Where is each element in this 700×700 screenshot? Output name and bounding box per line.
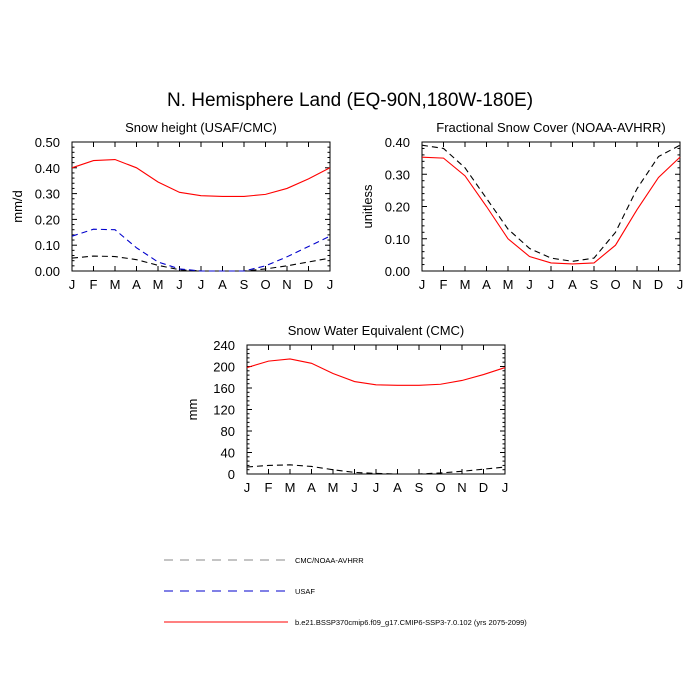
y-tick-label: 160 bbox=[213, 381, 235, 396]
plot-frame bbox=[421, 141, 681, 272]
chart-title: Snow height (USAF/CMC) bbox=[125, 120, 277, 135]
y-tick-label: 0.00 bbox=[35, 264, 60, 279]
y-tick-label: 0.50 bbox=[35, 135, 60, 150]
x-tick-label: D bbox=[479, 480, 488, 495]
x-tick-label: F bbox=[440, 277, 448, 292]
y-tick-label: 0 bbox=[228, 467, 235, 482]
series-line-obs bbox=[246, 464, 506, 475]
x-tick-label: F bbox=[265, 480, 273, 495]
y-tick-label: 0.30 bbox=[35, 187, 60, 202]
x-tick-label: N bbox=[457, 480, 466, 495]
y-tick-label: 0.40 bbox=[35, 161, 60, 176]
y-tick-label: 0.30 bbox=[385, 167, 410, 182]
x-tick-label: A bbox=[568, 277, 577, 292]
y-tick-label: 0.20 bbox=[385, 200, 410, 215]
y-tick-label: 0.10 bbox=[35, 238, 60, 253]
legend-label: b.e21.BSSP370cmip6.f09_g17.CMIP6-SSP3-7.… bbox=[295, 618, 527, 627]
snow-height-chart: Snow height (USAF/CMC) 0.00 0.10 0.20 0.30 0.… bbox=[10, 120, 334, 292]
x-tick-label: A bbox=[393, 480, 402, 495]
x-tick-label: M bbox=[503, 277, 514, 292]
plot-frame bbox=[71, 141, 331, 272]
y-tick-label: 40 bbox=[221, 446, 235, 461]
x-tick-label: F bbox=[90, 277, 98, 292]
x-tick-label: M bbox=[328, 480, 339, 495]
x-tick-label: J bbox=[548, 277, 555, 292]
x-tick-label: J bbox=[502, 480, 509, 495]
x-tick-label: J bbox=[327, 277, 334, 292]
y-tick-label: 240 bbox=[213, 338, 235, 353]
x-tick-label: J bbox=[419, 277, 426, 292]
snow-water-equivalent-chart: Snow Water Equivalent (CMC) 0 40 80 120 160 20… bbox=[185, 323, 509, 495]
x-tick-label: N bbox=[282, 277, 291, 292]
y-tick-label: 120 bbox=[213, 403, 235, 418]
x-tick-label: J bbox=[373, 480, 380, 495]
series-line-model bbox=[71, 158, 331, 197]
y-axis-label: mm bbox=[185, 399, 200, 421]
y-axis-label: mm/d bbox=[10, 190, 25, 223]
series-line-obs bbox=[421, 144, 681, 262]
legend: CMC/NOAA-AVHRR USAF b.e21.BSSP370cmip6.f09… bbox=[164, 556, 527, 627]
y-tick-label: 0.40 bbox=[385, 135, 410, 150]
x-tick-label: D bbox=[304, 277, 313, 292]
x-tick-label: M bbox=[460, 277, 471, 292]
chart-title: Fractional Snow Cover (NOAA-AVHRR) bbox=[436, 120, 665, 135]
plot-frame bbox=[246, 344, 506, 475]
x-tick-label: M bbox=[285, 480, 296, 495]
legend-label: CMC/NOAA-AVHRR bbox=[295, 556, 364, 565]
fractional-snow-cover-chart: Fractional Snow Cover (NOAA-AVHRR) 0.00 0.… bbox=[360, 120, 684, 292]
x-tick-label: A bbox=[482, 277, 491, 292]
x-tick-label: J bbox=[526, 277, 533, 292]
y-tick-label: 0.20 bbox=[35, 212, 60, 227]
chart-title: Snow Water Equivalent (CMC) bbox=[288, 323, 465, 338]
y-axis-label: unitless bbox=[360, 184, 375, 229]
x-tick-label: S bbox=[590, 277, 599, 292]
x-tick-label: O bbox=[260, 277, 270, 292]
x-tick-label: J bbox=[198, 277, 205, 292]
y-tick-label: 0.00 bbox=[385, 264, 410, 279]
series-line-model bbox=[246, 358, 506, 386]
x-tick-label: O bbox=[610, 277, 620, 292]
x-tick-label: J bbox=[244, 480, 251, 495]
x-tick-label: O bbox=[435, 480, 445, 495]
x-tick-label: N bbox=[632, 277, 641, 292]
x-tick-label: J bbox=[351, 480, 358, 495]
legend-label: USAF bbox=[295, 587, 315, 596]
x-tick-label: M bbox=[110, 277, 121, 292]
x-tick-label: J bbox=[677, 277, 684, 292]
y-tick-label: 0.10 bbox=[385, 232, 410, 247]
x-tick-label: J bbox=[176, 277, 183, 292]
series-line-usaf bbox=[71, 228, 331, 272]
x-tick-label: M bbox=[153, 277, 164, 292]
x-tick-label: J bbox=[69, 277, 76, 292]
x-tick-label: S bbox=[415, 480, 424, 495]
x-tick-label: D bbox=[654, 277, 663, 292]
x-tick-label: A bbox=[307, 480, 316, 495]
page-title: N. Hemisphere Land (EQ-90N,180W-180E) bbox=[166, 90, 534, 111]
x-tick-label: A bbox=[218, 277, 227, 292]
x-tick-label: S bbox=[240, 277, 249, 292]
x-tick-label: A bbox=[132, 277, 141, 292]
y-tick-label: 200 bbox=[213, 360, 235, 375]
series-line-model bbox=[421, 156, 681, 265]
y-tick-label: 80 bbox=[221, 424, 235, 439]
